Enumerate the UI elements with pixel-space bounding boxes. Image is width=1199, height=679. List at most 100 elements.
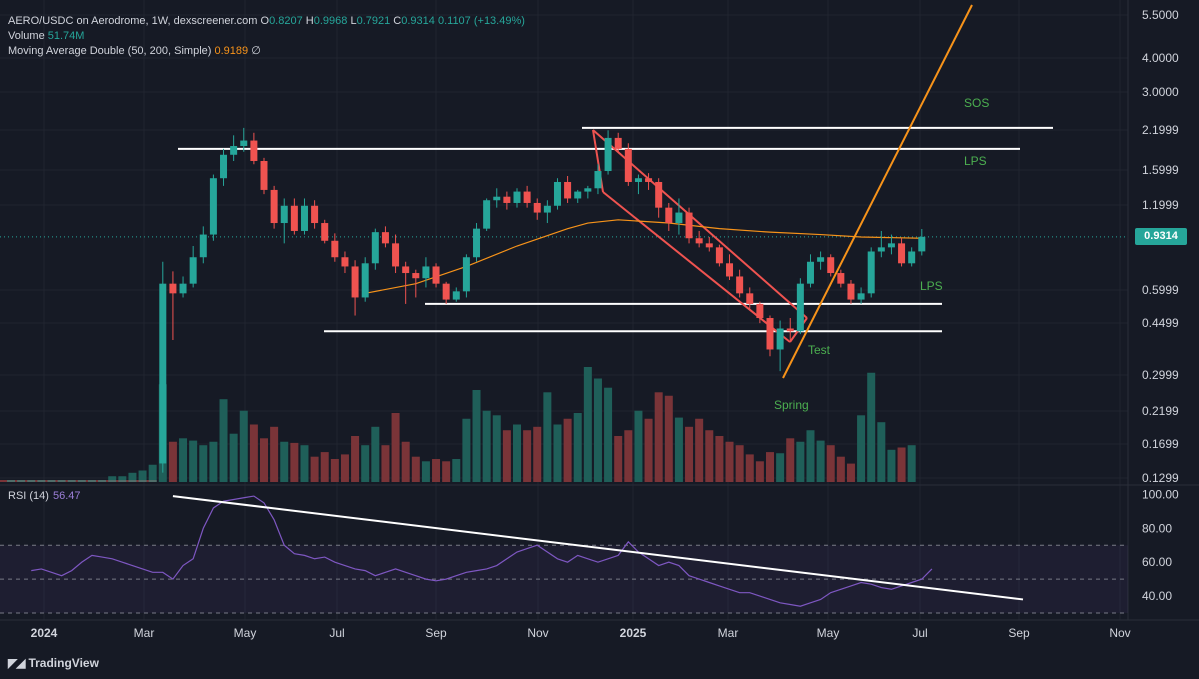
time-axis-label: May [234, 626, 257, 640]
price-axis-label: 4.0000 [1142, 51, 1179, 65]
candle-body [432, 266, 440, 284]
volume-bar [573, 413, 582, 482]
ma-label: Moving Average Double (50, 200, Simple) [8, 45, 212, 57]
volume-bar [715, 436, 724, 482]
candle-body [341, 257, 349, 267]
candle-body [584, 188, 592, 192]
time-axis-label: Mar [718, 626, 739, 640]
price-axis-label: 1.5999 [1142, 163, 1179, 177]
candle-body [300, 205, 308, 231]
volume-bar [239, 410, 248, 482]
candle-body [371, 232, 379, 264]
candle-body [473, 228, 481, 258]
volume-bar [857, 415, 866, 482]
ma-extra: ∅ [251, 45, 261, 57]
time-axis-label: Mar [134, 626, 155, 640]
volume-bar [148, 464, 157, 482]
volume-bar [462, 418, 471, 482]
volume-bar [108, 476, 117, 482]
volume-bar [381, 445, 390, 482]
time-axis-label: Jul [912, 626, 927, 640]
candle-body [169, 283, 177, 294]
candle-body [483, 200, 491, 229]
candle-body [159, 283, 167, 464]
time-axis-label: Nov [527, 626, 548, 640]
volume-bar [877, 422, 886, 482]
candle-body [513, 191, 521, 203]
volume-bar [310, 456, 319, 482]
time-axis-label: 2025 [620, 626, 647, 640]
candle-body [402, 266, 410, 274]
volume-bar [502, 430, 511, 482]
volume-bar [664, 395, 673, 482]
volume-bar [411, 456, 420, 482]
volume-indicator-line[interactable]: Volume 51.74M [8, 30, 84, 43]
time-axis-label: Nov [1109, 626, 1130, 640]
low-value: 0.7921 [356, 15, 391, 27]
candle-body [422, 266, 430, 279]
candle-body [918, 236, 926, 252]
chart-title-line: AERO/USDC on Aerodrome, 1W, dexscreener.… [8, 15, 525, 27]
volume-bar [634, 410, 643, 482]
close-value: 0.9314 [401, 15, 435, 27]
volume-bar [644, 418, 653, 482]
volume-bar [340, 454, 349, 482]
time-axis-label: Jul [329, 626, 344, 640]
candle-body [220, 154, 228, 179]
candle-body [250, 140, 258, 162]
candle-body [452, 291, 460, 300]
price-axis-label: 0.5999 [1142, 283, 1179, 297]
high-value: 0.9968 [313, 15, 348, 27]
volume-bar [745, 454, 754, 482]
volume-bar [614, 436, 623, 482]
volume-bar [128, 472, 137, 482]
candle-body [715, 247, 723, 264]
volume-bar [361, 445, 370, 482]
candle-body [898, 243, 906, 264]
candle-body [877, 247, 885, 252]
volume-bar [846, 463, 855, 482]
tradingview-brand[interactable]: ◤◢ TradingView [8, 656, 99, 670]
volume-bar [249, 424, 258, 482]
volume-bar [553, 424, 562, 482]
volume-bar [776, 453, 785, 482]
candle-body [614, 137, 622, 149]
candle-body [553, 181, 561, 206]
candle-body [543, 205, 551, 213]
rsi-axis-label: 40.00 [1142, 589, 1172, 603]
volume-bar [442, 461, 451, 482]
volume-bar [300, 445, 309, 482]
candle-body [179, 283, 187, 294]
price-axis-label: 0.2199 [1142, 404, 1179, 418]
candle-body [685, 212, 693, 239]
price-axis-label: 0.2999 [1142, 368, 1179, 382]
moving-average-indicator-line[interactable]: Moving Average Double (50, 200, Simple) … [8, 45, 261, 58]
volume-bar [209, 441, 218, 482]
rsi-indicator-line[interactable]: RSI (14) 56.47 [8, 490, 81, 502]
volume-bar [523, 430, 532, 482]
tradingview-logo-icon: ◤◢ [8, 656, 25, 670]
candle-body [665, 207, 673, 224]
ma-value: 0.9189 [214, 45, 249, 57]
volume-bar [229, 433, 238, 482]
volume-bar [604, 387, 613, 482]
volume-bar [199, 445, 208, 482]
price-axis-label: 0.1699 [1142, 437, 1179, 451]
volume-bar [351, 436, 360, 482]
candle-body [321, 223, 329, 241]
candle-body [503, 196, 511, 203]
annotation-spring: Spring [774, 398, 809, 412]
candle-body [604, 137, 612, 172]
last-price-badge: 0.9314 [1135, 228, 1187, 245]
annotation-sos: SOS [964, 96, 989, 110]
candle-body [381, 232, 389, 244]
volume-bar [280, 441, 289, 482]
volume-bar [260, 438, 268, 482]
candle-body [766, 318, 774, 350]
rsi-trendline [172, 495, 1024, 601]
candle-body [209, 178, 217, 235]
candle-body [624, 148, 632, 182]
volume-bar [593, 378, 602, 482]
volume-bar [492, 415, 501, 482]
